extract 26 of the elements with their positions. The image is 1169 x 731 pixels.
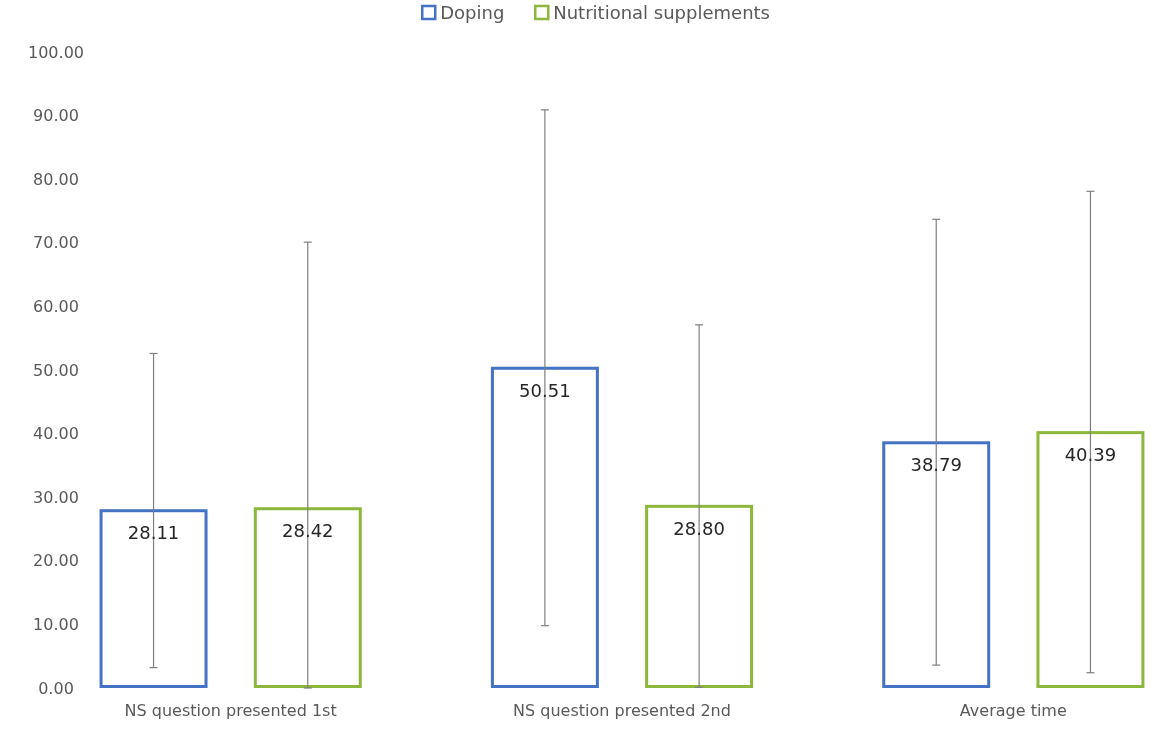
legend-label: Doping — [440, 1, 505, 23]
bar — [490, 366, 599, 688]
x-tick-label: NS question presented 2nd — [513, 701, 731, 720]
y-tick-label: 80.00 — [33, 169, 79, 189]
data-label: 50.51 — [519, 379, 571, 401]
x-tick-label: Average time — [959, 701, 1067, 720]
y-tick-label: 100.00 — [28, 42, 84, 62]
y-tick-label: 50.00 — [33, 360, 79, 380]
y-tick-label: 20.00 — [33, 551, 79, 571]
y-tick-label: 40.00 — [33, 424, 79, 444]
y-tick-label: 10.00 — [33, 615, 79, 634]
bar — [99, 509, 208, 688]
data-label: 38.79 — [910, 454, 962, 476]
bar — [882, 441, 991, 688]
y-tick-label: 0.00 — [38, 678, 74, 698]
data-label: 28.80 — [673, 517, 725, 539]
y-tick-label: 70.00 — [33, 233, 79, 253]
y-tick-label: 60.00 — [33, 297, 79, 316]
y-tick-label: 90.00 — [33, 106, 79, 126]
data-label: 28.42 — [282, 520, 334, 542]
legend-label: Nutritional supplements — [553, 1, 770, 23]
bar — [253, 507, 362, 688]
y-tick-label: 30.00 — [33, 487, 79, 507]
bar — [1036, 431, 1145, 688]
x-tick-label: NS question presented 1st — [124, 701, 337, 720]
bar — [645, 504, 754, 688]
